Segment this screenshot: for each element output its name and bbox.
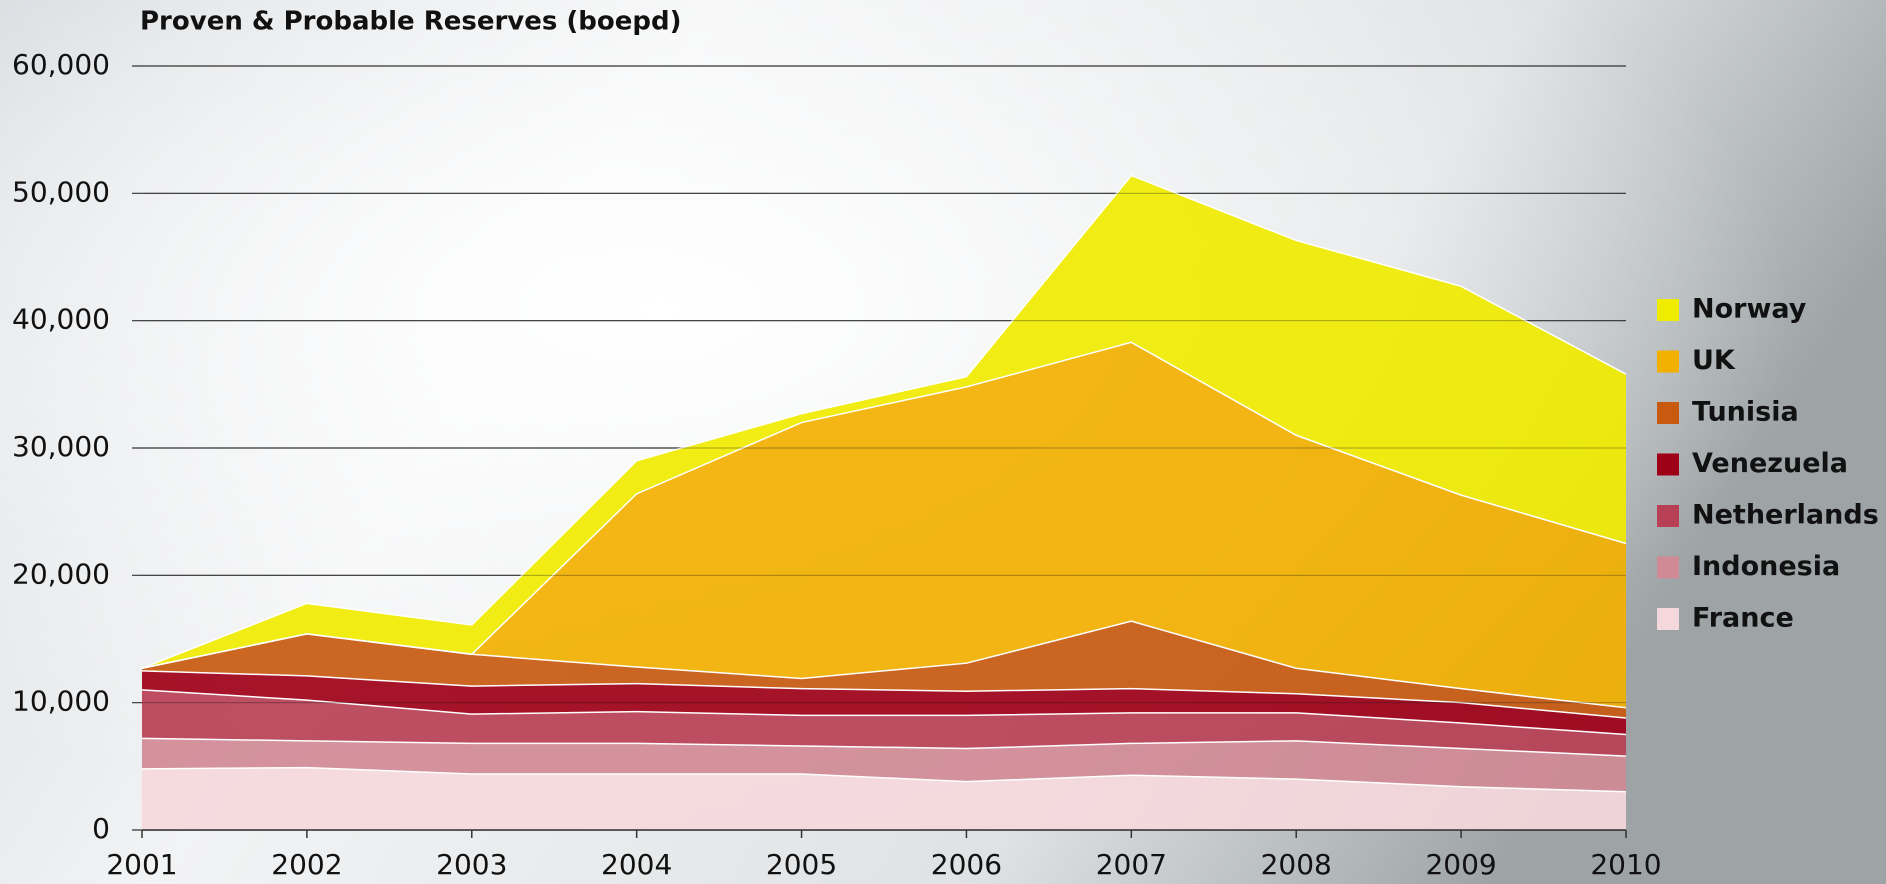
chart: Proven & Probable Reserves (boepd) 0 10,0…	[0, 0, 1886, 884]
legend-swatch	[1657, 351, 1679, 373]
legend-swatch	[1657, 454, 1679, 476]
y-tick-label: 0	[92, 812, 110, 845]
y-tick-label: 50,000	[12, 175, 110, 208]
legend-swatch	[1657, 402, 1679, 424]
x-tick-label: 2006	[931, 848, 1002, 881]
y-tick-label: 40,000	[12, 303, 110, 336]
legend-label: Tunisia	[1692, 397, 1799, 428]
y-tick-label: 30,000	[12, 430, 110, 463]
x-tick-label: 2010	[1590, 848, 1661, 881]
legend-label: Norway	[1692, 294, 1807, 325]
legend-swatch	[1657, 505, 1679, 527]
x-tick-label: 2005	[766, 848, 837, 881]
chart-title: Proven & Probable Reserves (boepd)	[140, 7, 682, 37]
x-tick-label: 2007	[1096, 848, 1167, 881]
x-tick-label: 2001	[106, 848, 177, 881]
x-tick-label: 2004	[601, 848, 672, 881]
y-tick-label: 20,000	[12, 557, 110, 590]
legend-swatch	[1657, 557, 1679, 579]
legend-swatch	[1657, 299, 1679, 321]
legend-label: UK	[1692, 345, 1736, 376]
legend-label: Venezuela	[1692, 448, 1848, 479]
legend-swatch	[1657, 608, 1679, 630]
y-tick-label: 60,000	[12, 48, 110, 81]
x-tick-label: 2002	[271, 848, 342, 881]
legend-label: Indonesia	[1692, 551, 1840, 582]
y-tick-label: 10,000	[12, 685, 110, 718]
x-tick-label: 2009	[1425, 848, 1496, 881]
legend-label: Netherlands	[1692, 500, 1879, 531]
x-tick-label: 2008	[1261, 848, 1332, 881]
x-tick-label: 2003	[436, 848, 507, 881]
legend-label: France	[1692, 603, 1794, 634]
